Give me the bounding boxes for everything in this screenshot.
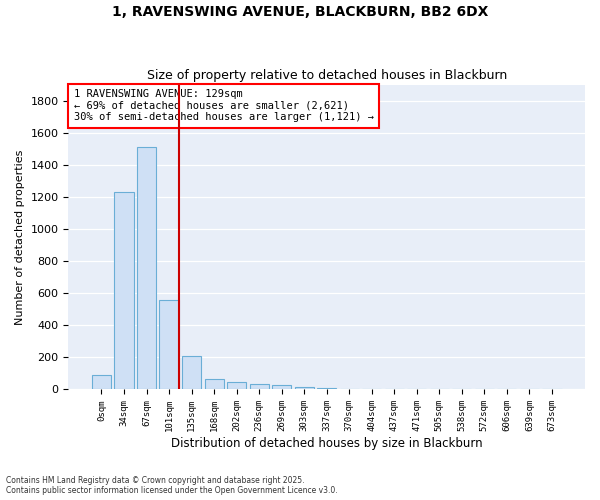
Bar — [92, 375, 111, 390]
Bar — [115, 192, 134, 390]
Y-axis label: Number of detached properties: Number of detached properties — [15, 150, 25, 324]
Bar — [227, 382, 246, 390]
Title: Size of property relative to detached houses in Blackburn: Size of property relative to detached ho… — [146, 69, 507, 82]
Bar — [295, 387, 314, 390]
Bar — [250, 384, 269, 390]
Text: 1 RAVENSWING AVENUE: 129sqm
← 69% of detached houses are smaller (2,621)
30% of : 1 RAVENSWING AVENUE: 129sqm ← 69% of det… — [74, 89, 374, 122]
Bar — [205, 379, 224, 390]
X-axis label: Distribution of detached houses by size in Blackburn: Distribution of detached houses by size … — [171, 437, 482, 450]
Bar — [182, 356, 201, 390]
Bar — [137, 147, 156, 390]
Bar — [272, 386, 291, 390]
Text: Contains HM Land Registry data © Crown copyright and database right 2025.
Contai: Contains HM Land Registry data © Crown c… — [6, 476, 338, 495]
Bar — [362, 388, 382, 390]
Bar — [340, 388, 359, 390]
Bar — [317, 388, 336, 390]
Bar — [160, 300, 179, 390]
Text: 1, RAVENSWING AVENUE, BLACKBURN, BB2 6DX: 1, RAVENSWING AVENUE, BLACKBURN, BB2 6DX — [112, 5, 488, 19]
